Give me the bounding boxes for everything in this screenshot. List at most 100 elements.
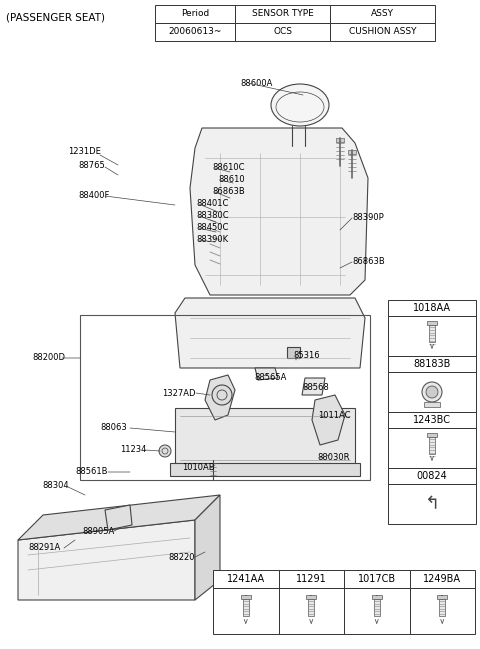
Bar — [235, 23, 330, 41]
Polygon shape — [175, 408, 355, 468]
Text: 88063: 88063 — [100, 424, 127, 432]
Bar — [155, 23, 235, 41]
Text: 88765: 88765 — [78, 160, 105, 169]
Text: 1010AB: 1010AB — [182, 463, 215, 472]
Text: (PASSENGER SEAT): (PASSENGER SEAT) — [6, 12, 105, 22]
Text: 88561B: 88561B — [75, 467, 108, 476]
Text: 88565A: 88565A — [254, 374, 287, 382]
Bar — [439, 599, 445, 616]
Bar — [388, 428, 476, 468]
Text: 11291: 11291 — [296, 574, 326, 584]
Circle shape — [212, 385, 232, 405]
Bar — [388, 356, 476, 372]
Bar — [427, 433, 437, 437]
Bar — [241, 595, 251, 599]
Text: 1011AC: 1011AC — [318, 411, 350, 419]
Bar — [388, 300, 476, 316]
Polygon shape — [287, 347, 300, 358]
Bar — [424, 402, 440, 407]
Polygon shape — [175, 298, 365, 368]
Polygon shape — [190, 128, 368, 295]
Bar — [437, 595, 447, 599]
Bar — [429, 437, 435, 454]
Bar — [308, 599, 314, 616]
Text: ↰: ↰ — [424, 495, 440, 513]
Bar — [243, 599, 249, 616]
Text: 88600A: 88600A — [240, 79, 272, 88]
Bar — [409, 588, 475, 634]
Circle shape — [426, 386, 438, 398]
Polygon shape — [205, 375, 235, 420]
Bar — [80, 315, 370, 480]
Text: 86863B: 86863B — [352, 258, 385, 267]
Polygon shape — [105, 505, 132, 530]
Text: 11234: 11234 — [120, 445, 146, 454]
Text: 1249BA: 1249BA — [423, 574, 461, 584]
Bar — [409, 570, 475, 588]
Text: 88390P: 88390P — [352, 214, 384, 223]
Text: 88568: 88568 — [302, 384, 329, 393]
Bar — [344, 588, 409, 634]
Text: 88610: 88610 — [218, 175, 245, 184]
Text: 88400F: 88400F — [78, 191, 109, 201]
Text: 88380C: 88380C — [196, 212, 228, 221]
Bar — [235, 5, 330, 23]
Text: 1018AA: 1018AA — [413, 303, 451, 313]
Text: Period: Period — [181, 10, 209, 19]
Bar — [388, 468, 476, 484]
Bar — [330, 23, 435, 41]
Polygon shape — [302, 378, 325, 395]
Text: 88200D: 88200D — [32, 354, 65, 363]
Text: 20060613~: 20060613~ — [168, 27, 222, 36]
Circle shape — [159, 445, 171, 457]
Polygon shape — [170, 463, 360, 476]
Text: SENSOR TYPE: SENSOR TYPE — [252, 10, 313, 19]
Text: CUSHION ASSY: CUSHION ASSY — [349, 27, 416, 36]
Text: 1243BC: 1243BC — [413, 415, 451, 425]
Text: 86863B: 86863B — [212, 188, 245, 197]
Text: 88610C: 88610C — [212, 164, 244, 173]
Polygon shape — [255, 368, 278, 380]
Bar — [388, 484, 476, 524]
Text: 85316: 85316 — [293, 350, 320, 360]
Bar — [155, 5, 235, 23]
Text: 88304: 88304 — [42, 482, 69, 491]
Bar — [213, 570, 278, 588]
Ellipse shape — [271, 84, 329, 126]
Text: 88183B: 88183B — [413, 359, 451, 369]
Text: 88390K: 88390K — [196, 236, 228, 245]
Text: 88030R: 88030R — [317, 454, 349, 463]
Text: 88220: 88220 — [168, 552, 194, 561]
Bar — [372, 595, 382, 599]
Bar — [374, 599, 380, 616]
Text: 88450C: 88450C — [196, 223, 228, 232]
Text: 88401C: 88401C — [196, 199, 228, 208]
Text: 1241AA: 1241AA — [227, 574, 265, 584]
Text: 00824: 00824 — [417, 471, 447, 481]
Bar — [306, 595, 316, 599]
Text: 1231DE: 1231DE — [68, 147, 101, 156]
Bar — [336, 138, 344, 142]
Text: 1327AD: 1327AD — [162, 389, 195, 397]
Polygon shape — [195, 495, 220, 600]
Circle shape — [422, 382, 442, 402]
Bar — [348, 150, 356, 154]
Bar — [344, 570, 409, 588]
Bar — [427, 321, 437, 325]
Bar — [213, 588, 278, 634]
Polygon shape — [18, 495, 220, 540]
Text: OCS: OCS — [273, 27, 292, 36]
Text: ASSY: ASSY — [371, 10, 394, 19]
Bar — [330, 5, 435, 23]
Text: 1017CB: 1017CB — [358, 574, 396, 584]
Bar — [388, 412, 476, 428]
Text: 88291A: 88291A — [28, 543, 60, 552]
Polygon shape — [18, 520, 195, 600]
Bar — [278, 588, 344, 634]
Bar — [278, 570, 344, 588]
Text: 88905A: 88905A — [82, 528, 114, 537]
Polygon shape — [312, 395, 345, 445]
Bar — [388, 316, 476, 356]
Bar — [429, 325, 435, 341]
Bar — [388, 372, 476, 412]
